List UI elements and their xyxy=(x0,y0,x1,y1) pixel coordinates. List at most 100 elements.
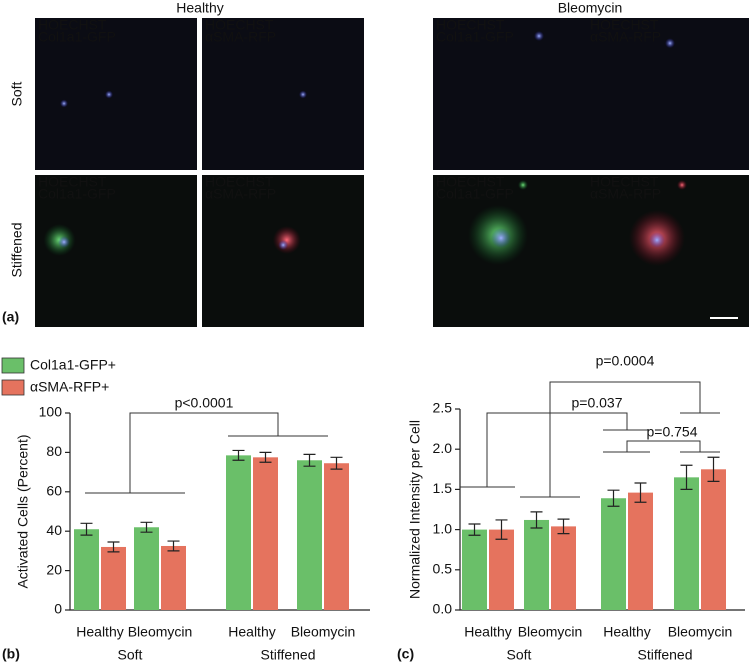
y-tick-label: 0.5 xyxy=(433,561,453,577)
legend-label: αSMA-RFP+ xyxy=(30,379,109,395)
error-bar xyxy=(680,464,693,490)
cell xyxy=(58,236,70,248)
y-tick-label: 40 xyxy=(46,522,62,538)
error-bar xyxy=(495,519,508,540)
cell xyxy=(534,31,544,41)
panel-label: (c) xyxy=(397,646,414,662)
micrograph xyxy=(35,18,197,170)
error-bar xyxy=(468,523,481,536)
legend-swatch xyxy=(1,357,25,374)
panel-label: (b) xyxy=(2,646,20,662)
micrographs: Healthy BleomycinSoftStiffened(a)HOECHSTC… xyxy=(2,0,749,327)
y-tick-label: 80 xyxy=(46,443,62,459)
error-bar xyxy=(167,540,180,552)
bar xyxy=(101,546,126,610)
error-bar xyxy=(607,489,620,507)
cell xyxy=(105,90,113,99)
x-tick-label: Healthy xyxy=(464,624,511,640)
stain-label: Col1a1-GFP xyxy=(436,186,514,202)
bracket xyxy=(85,412,328,494)
cell xyxy=(278,240,289,250)
x-tick-label: Bleomycin xyxy=(668,624,733,640)
bar xyxy=(134,527,159,610)
bar xyxy=(74,529,99,610)
stain-label: HOECHST xyxy=(590,174,659,190)
y-tick-label: 0.0 xyxy=(433,601,453,617)
y-tick-label: 1.5 xyxy=(433,480,453,496)
y-tick-label: 0 xyxy=(54,601,62,617)
x-tick-label: Bleomycin xyxy=(128,624,193,640)
cell xyxy=(649,232,665,248)
error-bar xyxy=(259,451,272,463)
bar xyxy=(524,519,549,610)
bar xyxy=(628,492,653,610)
error-bar xyxy=(80,522,93,536)
column-title: Healthy xyxy=(176,0,223,16)
row-title: Stiffened xyxy=(9,222,25,277)
bar xyxy=(701,469,726,610)
error-bar xyxy=(557,518,570,535)
x-tick-label: Bleomycin xyxy=(518,624,583,640)
group-label: Stiffened xyxy=(637,647,692,663)
stain-label: HOECHST xyxy=(590,17,659,33)
bar xyxy=(297,460,322,610)
x-tick-label: Bleomycin xyxy=(291,624,356,640)
row-title: Soft xyxy=(9,81,25,106)
bar xyxy=(462,529,487,610)
micrograph xyxy=(433,18,595,170)
x-tick-label: Healthy xyxy=(228,624,275,640)
bar xyxy=(489,529,514,610)
group-label: Soft xyxy=(507,647,532,663)
group-label: Soft xyxy=(118,647,143,663)
annotation: p<0.0001 xyxy=(175,395,234,411)
error-bar xyxy=(634,482,647,503)
cell xyxy=(665,38,675,49)
x-tick-label: Healthy xyxy=(76,624,123,640)
error-bar xyxy=(707,456,720,482)
panel-label: (a) xyxy=(2,309,19,325)
y-tick-label: 60 xyxy=(46,483,62,499)
stain-label: αSMA-RFP xyxy=(590,29,661,45)
stain-label: Col1a1-GFP xyxy=(436,29,514,45)
charts: 0 20 40 60 80 100 Activated Cells (Percent) (b)… xyxy=(1,353,745,663)
bar xyxy=(253,457,278,610)
cell xyxy=(60,99,68,108)
bar xyxy=(674,477,699,610)
stain-label: αSMA-RFP xyxy=(205,29,276,45)
stain-label: Col1a1-GFP xyxy=(38,186,116,202)
cell xyxy=(677,180,687,190)
y-tick-label: 20 xyxy=(46,561,62,577)
error-bar xyxy=(140,521,153,533)
error-bar xyxy=(107,541,120,553)
stain-label: HOECHST xyxy=(436,174,505,190)
y-axis-label: Normalized Intensity per Cell xyxy=(407,420,423,599)
bar xyxy=(161,545,186,610)
stain-label: HOECHST xyxy=(38,17,107,33)
bracket xyxy=(460,412,650,488)
cell xyxy=(518,180,528,190)
legend-label: Col1a1-GFP+ xyxy=(30,357,116,373)
error-bar xyxy=(303,453,316,467)
bracket xyxy=(603,440,720,453)
bar xyxy=(551,526,576,610)
bracket xyxy=(520,381,720,498)
annotation: p=0.0004 xyxy=(596,353,655,369)
group-label: Stiffened xyxy=(260,647,315,663)
y-axis-label: Activated Cells (Percent) xyxy=(15,434,31,588)
error-bar xyxy=(232,449,245,461)
x-tick-label: Healthy xyxy=(603,624,650,640)
stain-label: HOECHST xyxy=(205,174,274,190)
error-bar xyxy=(330,456,343,470)
stain-label: αSMA-RFP xyxy=(590,186,661,202)
cell xyxy=(491,228,511,248)
annotation: p=0.037 xyxy=(572,395,623,411)
column-title: Bleomycin xyxy=(558,0,623,16)
error-bar xyxy=(530,511,543,529)
y-tick-label: 1.0 xyxy=(433,520,453,536)
legend-swatch xyxy=(1,379,25,396)
stain-label: HOECHST xyxy=(205,17,274,33)
cell xyxy=(299,90,307,99)
bar xyxy=(226,455,251,610)
stain-label: HOECHST xyxy=(38,174,107,190)
